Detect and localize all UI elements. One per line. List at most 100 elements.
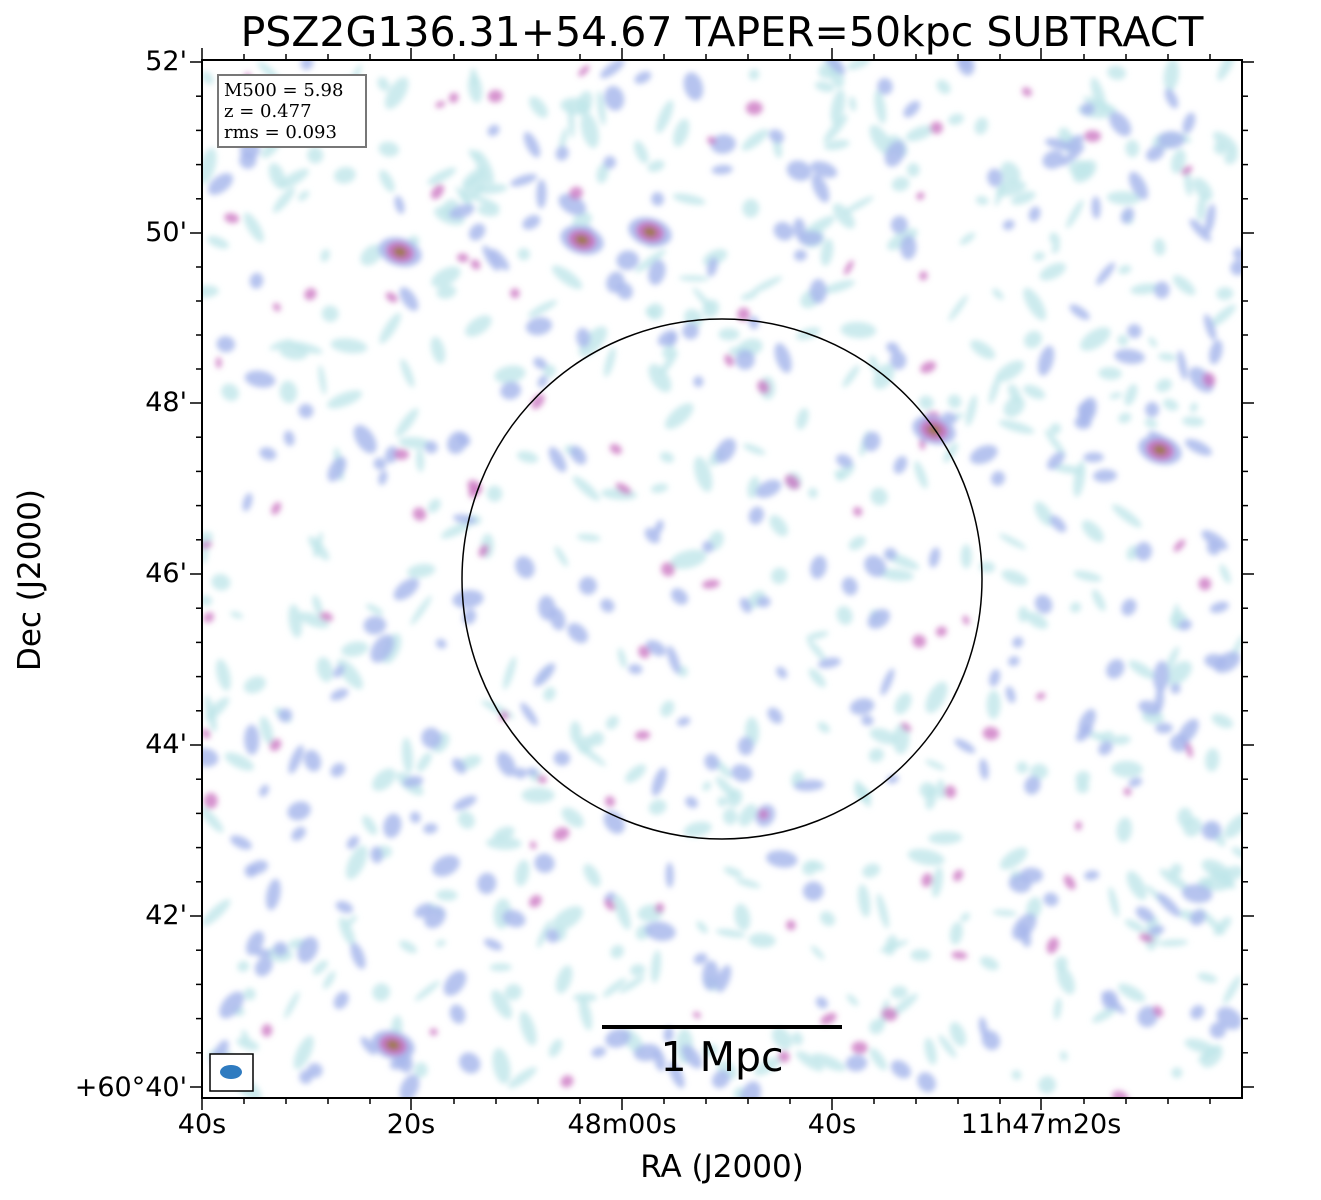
emission-blob (995, 360, 1025, 382)
emission-blob (841, 576, 858, 596)
emission-blob (1172, 275, 1196, 296)
emission-blob (1037, 345, 1055, 376)
y-tick-label: +60°40' (74, 1072, 187, 1103)
emission-blob (737, 307, 750, 322)
emission-blob (618, 975, 646, 994)
emission-blob (979, 956, 999, 971)
emission-blob (938, 1034, 957, 1058)
emission-blob (1021, 87, 1032, 97)
emission-blob (561, 807, 584, 828)
emission-blob (1106, 191, 1141, 205)
emission-blob (221, 383, 239, 401)
emission-blob (345, 845, 368, 880)
emission-blob (529, 96, 548, 118)
emission-blob (634, 140, 649, 164)
emission-blob (735, 349, 755, 370)
emission-blob (890, 985, 908, 999)
emission-blob (1209, 304, 1236, 328)
emission-blob (460, 175, 487, 203)
emission-blob (808, 487, 818, 499)
emission-blob (407, 563, 436, 578)
emission-blob (203, 595, 213, 606)
emission-blob (373, 457, 387, 470)
emission-blob (496, 751, 516, 777)
emission-blob (935, 626, 947, 637)
emission-blob (414, 980, 441, 1001)
emission-blob (415, 448, 425, 473)
emission-blob (297, 936, 319, 963)
emission-blob (644, 527, 661, 544)
emission-blob (297, 611, 330, 629)
emission-blob (840, 321, 877, 339)
emission-blob (429, 1028, 438, 1036)
emission-blob (974, 117, 989, 135)
emission-blob (919, 271, 928, 281)
emission-blob (702, 781, 712, 791)
emission-blob (751, 276, 783, 294)
emission-blob (1098, 740, 1113, 756)
emission-blob (1181, 165, 1193, 176)
emission-blob (858, 884, 871, 918)
emission-blob (989, 669, 1001, 687)
emission-blob (817, 657, 841, 669)
emission-blob (1170, 683, 1181, 694)
emission-blob (892, 723, 910, 755)
emission-blob (1111, 504, 1142, 528)
emission-blob (399, 940, 418, 954)
emission-blob (1231, 847, 1242, 859)
emission-blob (1109, 392, 1123, 400)
emission-blob (1198, 577, 1212, 591)
emission-blob (246, 931, 265, 956)
emission-blob (553, 750, 571, 766)
emission-blob (1128, 171, 1149, 200)
emission-blob (576, 533, 601, 542)
emission-blob (726, 788, 743, 807)
emission-blob (808, 860, 825, 871)
emission-blob (576, 327, 591, 348)
emission-blob (291, 826, 306, 841)
emission-blob (739, 597, 752, 614)
emission-blob (603, 347, 616, 377)
emission-blob (1116, 817, 1132, 843)
emission-blob (957, 60, 972, 69)
emission-blob (793, 779, 825, 792)
emission-blob (1078, 397, 1097, 426)
emission-blob (1170, 149, 1186, 174)
emission-blob (1213, 651, 1241, 673)
emission-blob (869, 1019, 884, 1035)
emission-blob (1073, 570, 1102, 582)
emission-blob (1092, 589, 1106, 612)
emission-blob (551, 265, 583, 290)
emission-blob (272, 187, 295, 213)
emission-blob (1155, 722, 1173, 734)
emission-blob (778, 1050, 790, 1063)
emission-blob (992, 909, 1017, 917)
emission-blob (215, 357, 222, 369)
emission-blob (925, 785, 938, 810)
emission-blob (1202, 372, 1216, 388)
emission-blob (1165, 646, 1180, 672)
emission-blob (1028, 206, 1041, 222)
emission-blob (1157, 352, 1177, 362)
emission-blob (346, 835, 360, 850)
emission-blob (365, 603, 384, 616)
emission-blob (555, 146, 569, 161)
emission-blob (572, 475, 600, 501)
emission-blob (970, 340, 996, 360)
emission-blob (523, 131, 541, 158)
emission-blob (884, 934, 898, 956)
emission-blob (931, 866, 943, 898)
emission-blob (583, 863, 601, 887)
emission-blob (1192, 177, 1213, 201)
emission-blob (517, 248, 530, 261)
emission-blob (1153, 660, 1170, 693)
emission-blob (259, 784, 270, 797)
emission-blob (1018, 606, 1029, 623)
emission-blob (1011, 1070, 1022, 1080)
emission-blob (1205, 748, 1220, 772)
emission-blob (694, 456, 713, 492)
emission-blob (1010, 191, 1036, 205)
emission-blob (487, 89, 503, 103)
emission-blob (483, 938, 503, 951)
emission-blob (443, 970, 467, 996)
